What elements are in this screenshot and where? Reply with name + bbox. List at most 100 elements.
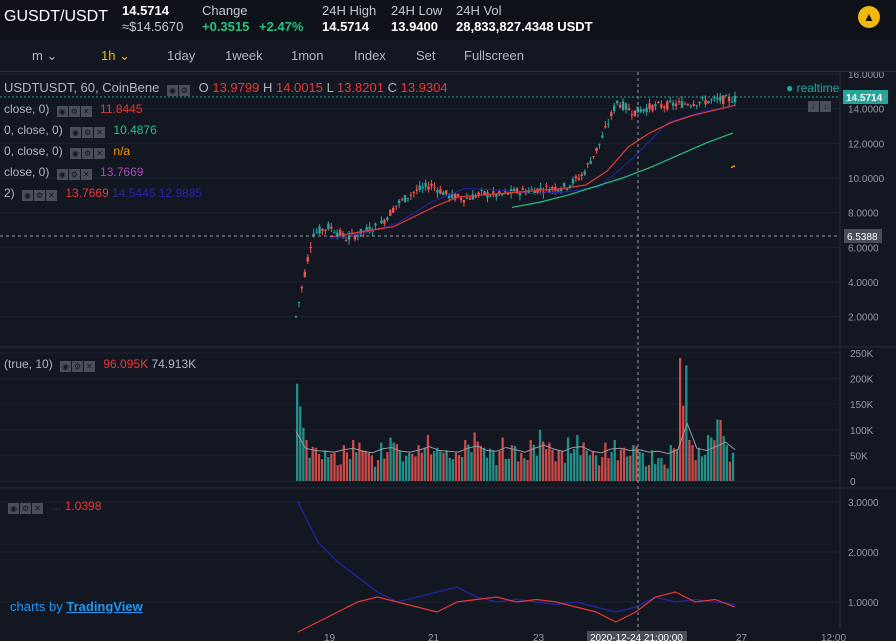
candle-body (645, 107, 648, 113)
crosshair-x-label: 2020-12-24 21:00:00 (587, 631, 687, 641)
close-icon: ✕ (80, 105, 92, 117)
eye-icon: ◉ (60, 360, 72, 372)
volume-bar (432, 451, 436, 481)
volume-bar (507, 458, 511, 481)
candle-body (660, 104, 663, 108)
tab-minutes[interactable]: m ⌄ (32, 48, 58, 63)
volume-bar (722, 436, 725, 481)
candle-body (427, 186, 430, 190)
candle-body (327, 223, 330, 230)
candle-body (415, 189, 418, 191)
volume-bar (510, 445, 514, 481)
arrow-down-icon: ↓ (808, 100, 819, 112)
tab-1h[interactable]: 1h ⌄ (101, 48, 130, 63)
volume-bar (719, 419, 722, 481)
legend-buttons[interactable]: ◉ ⚙ ✕ (70, 123, 106, 139)
candle-body (595, 147, 598, 152)
candle-body (648, 103, 651, 109)
volume-bar (545, 449, 548, 481)
candle-body (338, 230, 342, 236)
candle-body (392, 207, 395, 213)
legend-buttons[interactable]: ◉ ⚙ ✕ (8, 499, 44, 515)
volume-bar (607, 458, 610, 481)
close-icon: ✕ (46, 189, 58, 201)
candle-body (533, 190, 536, 195)
close-icon: ✕ (94, 126, 106, 138)
tab-1day[interactable]: 1day (167, 48, 196, 63)
chevron-down-icon: ⌄ (119, 48, 130, 63)
candle-body (436, 189, 439, 193)
candle-body (309, 246, 312, 248)
tab-fullscreen[interactable]: Fullscreen (464, 48, 524, 63)
volume-bar (473, 432, 476, 481)
candle-body (557, 189, 560, 192)
volume-bar (401, 461, 405, 481)
last-price-usd: ≈$14.5670 (122, 19, 184, 34)
y-tick-label: 200K (850, 375, 874, 386)
candle-body (374, 223, 377, 226)
chevron-down-icon: ⌄ (46, 48, 58, 63)
legend-buttons[interactable]: ◉ ⚙ ✕ (56, 165, 93, 181)
volume-bar (482, 447, 486, 481)
candle-body (498, 191, 501, 195)
tab-set[interactable]: Set (416, 48, 436, 63)
candle-body (483, 191, 486, 195)
volume-bar (672, 448, 676, 481)
volume-bar (479, 445, 482, 481)
volume-bar (380, 442, 383, 481)
y-tick-label: 4.0000 (848, 278, 879, 289)
ratio-series-blue (297, 501, 736, 613)
candle-body (303, 271, 307, 277)
candle-body (686, 104, 690, 106)
y-tick-label: 0 (850, 477, 856, 488)
shirt-icon[interactable]: ▲ (858, 6, 880, 28)
x-tick-label: 27 (736, 633, 748, 641)
candle-body (445, 190, 448, 195)
volume-bar (489, 448, 492, 481)
legend-buttons[interactable]: ◉ ⚙ (166, 81, 191, 97)
candle-body (383, 219, 386, 224)
y-tick-label: 150K (850, 400, 874, 411)
pair-title[interactable]: GUSDT/USDT (4, 8, 108, 25)
volume-bar (442, 452, 445, 481)
vol-value: 28,833,827.4348 USDT (456, 19, 593, 34)
indicator-legend: close, 0) ◉ ⚙ ✕ 13.7669 (4, 165, 144, 181)
chart-canvas[interactable]: 16.0000 14.0000 12.0000 10.0000 8.0000 6.0000… (0, 72, 896, 641)
volume-bar (619, 449, 623, 481)
candle-body (459, 198, 463, 201)
legend-buttons[interactable]: ◉ ⚙ ✕ (60, 357, 96, 373)
x-tick-label: 21 (428, 633, 440, 641)
ma-green-line (511, 132, 734, 209)
gear-icon: ⚙ (20, 502, 31, 514)
volume-bar (305, 440, 308, 481)
y-tick-label: 12.0000 (848, 139, 885, 150)
volume-bar (554, 461, 557, 481)
scale-buttons[interactable]: ↓ ↓ (808, 96, 832, 112)
legend-buttons[interactable]: ◉ ⚙ ✕ (70, 144, 106, 160)
candle-body (559, 189, 563, 192)
last-price: 14.5714 (122, 3, 169, 18)
tab-index[interactable]: Index (354, 48, 386, 63)
volume-bar (429, 454, 433, 481)
close-icon: ✕ (94, 147, 106, 159)
volume-bar (492, 450, 495, 481)
candle-body (674, 103, 678, 107)
volume-bar (591, 451, 595, 481)
y-tick-label: 1.0000 (848, 598, 879, 609)
volume-bar (700, 456, 704, 481)
tradingview-credit[interactable]: charts by TradingView (10, 599, 143, 614)
candle-body (562, 183, 566, 187)
candle-body (680, 101, 684, 108)
candle-body (315, 231, 318, 233)
eye-icon: ◉ (166, 84, 178, 96)
legend-buttons[interactable]: ◉ ⚙ ✕ (22, 186, 58, 202)
tab-1mon[interactable]: 1mon (291, 48, 324, 63)
volume-bar (563, 462, 567, 481)
candle-body (397, 200, 401, 204)
volume-bar (308, 457, 311, 481)
x-tick-label: 23 (533, 633, 545, 641)
volume-bar (451, 459, 454, 481)
legend-buttons[interactable]: ◉ ⚙ ✕ (56, 102, 93, 118)
interval-toolbar: m ⌄ 1h ⌄ 1day 1week 1mon Index Set Fulls… (0, 40, 896, 72)
tab-1week[interactable]: 1week (225, 48, 263, 63)
